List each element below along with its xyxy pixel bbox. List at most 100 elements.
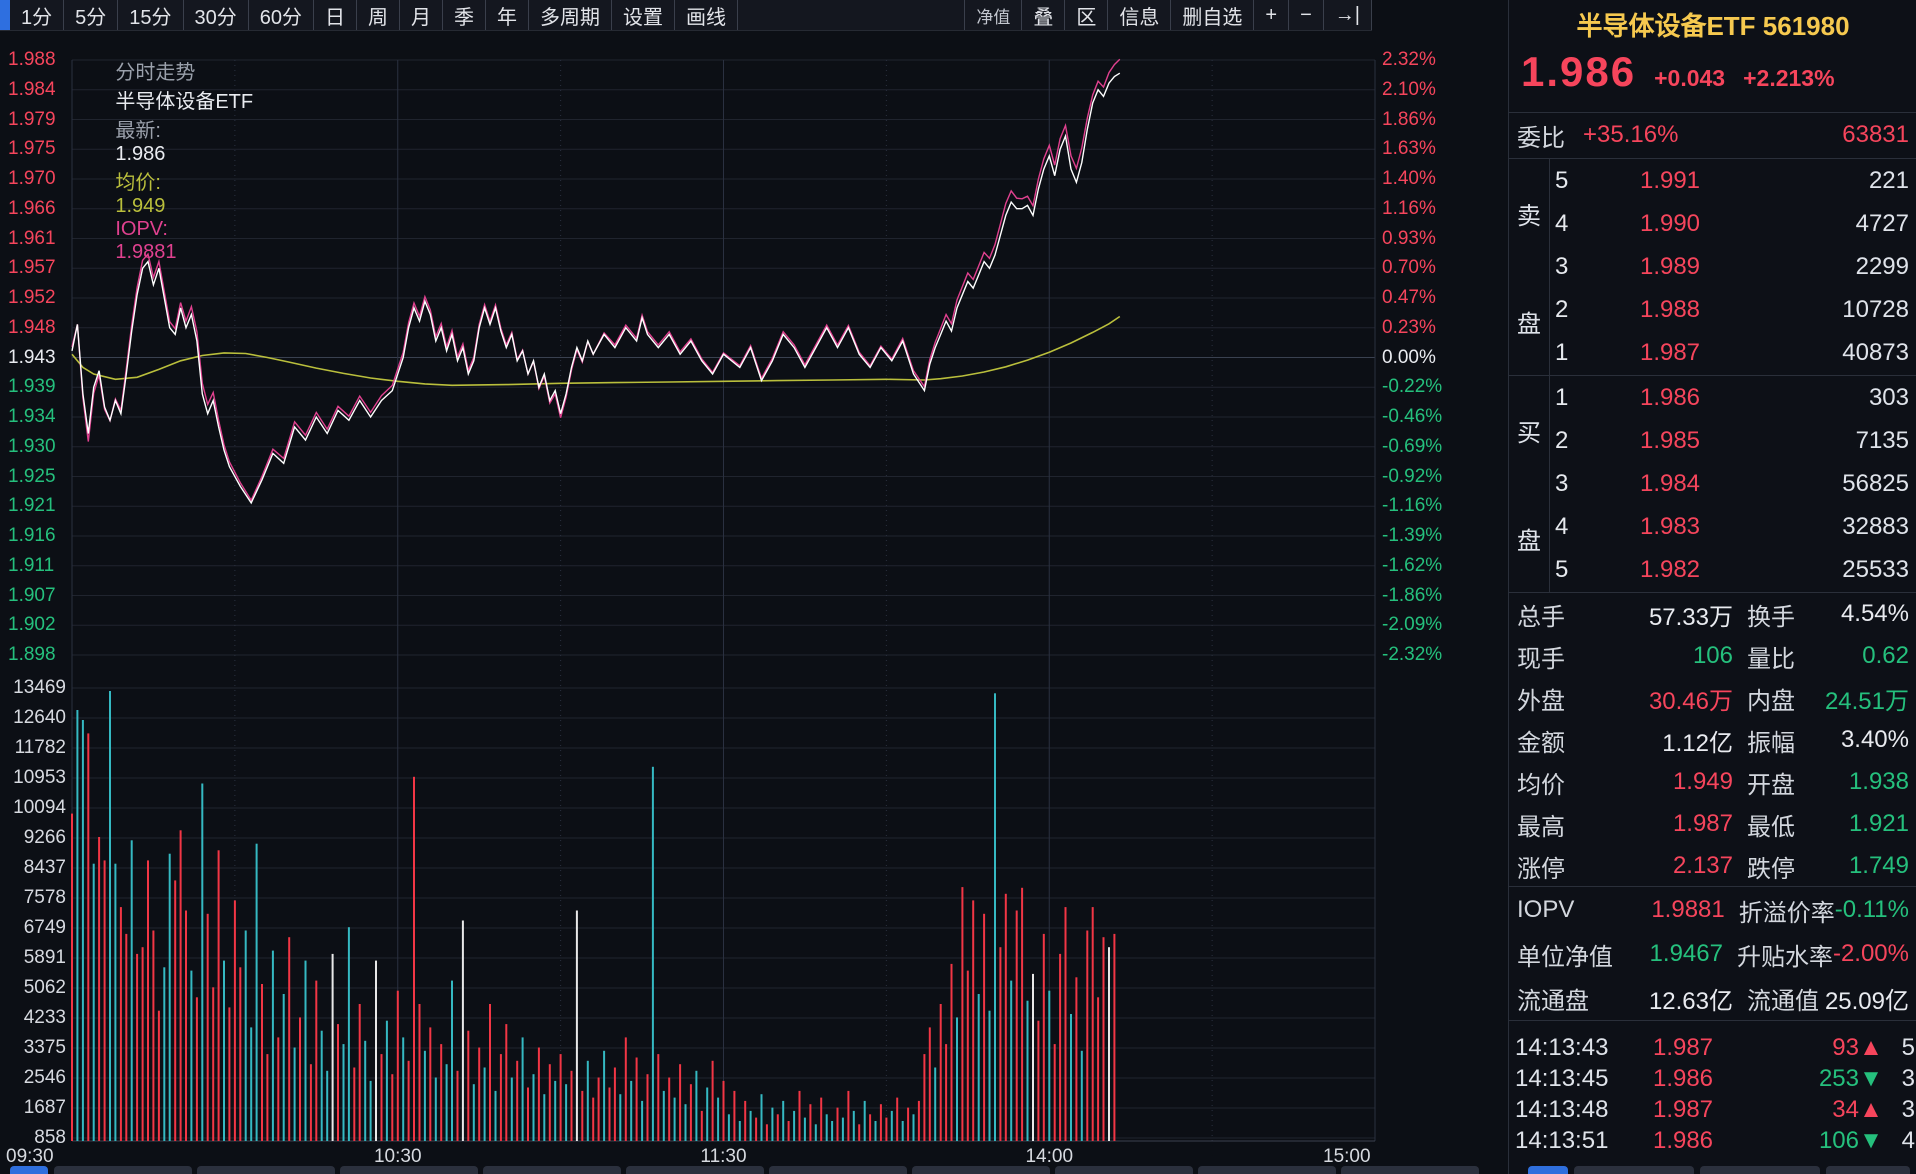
price-axis-label: 1.984	[8, 78, 56, 100]
tick-price: 1.986	[1652, 1064, 1714, 1092]
volume-axis-label: 7578	[23, 887, 66, 908]
level-price: 1.983	[1639, 513, 1701, 541]
toolbar-button-period-11[interactable]: 设置	[612, 0, 675, 30]
price-axis-label: 1.934	[8, 406, 56, 427]
up-arrow-icon: ▲	[1859, 1095, 1883, 1123]
symbol-title: 半导体设备ETF 561980	[1509, 6, 1916, 43]
chart-mode-label: 分时走势	[115, 62, 196, 84]
price-axis-label: 1.952	[8, 287, 56, 308]
volume-axis-label: 858	[34, 1127, 66, 1148]
level-volume: 303	[1868, 383, 1909, 411]
toolbar-button-period-4[interactable]: 60分	[249, 0, 314, 30]
level-number: 3	[1555, 252, 1569, 280]
toolbar-button-tool-1[interactable]: 叠	[1022, 0, 1066, 30]
bottom-tab-3[interactable]	[340, 1166, 478, 1174]
stat-value: 24.51万	[1824, 687, 1909, 715]
sell-label-char: 卖	[1517, 202, 1541, 230]
toolbar-button-period-1[interactable]: 5分	[64, 0, 119, 30]
pct-axis-label: -1.86%	[1382, 584, 1443, 606]
bottom-tab-0[interactable]	[10, 1166, 48, 1174]
stat-value: 1.12亿	[1662, 729, 1733, 757]
volume-axis-label: 2546	[23, 1067, 66, 1088]
level-volume: 7135	[1855, 426, 1909, 454]
toolbar-button-period-7[interactable]: 月	[400, 0, 443, 30]
tick-time: 14:13:45	[1515, 1064, 1609, 1092]
stat-value: 2.137	[1672, 852, 1733, 879]
bottom-tab-11[interactable]	[1528, 1166, 1568, 1174]
ask-level-row[interactable]: 5 1.991 221	[1509, 159, 1916, 202]
ask-level-row[interactable]: 1 1.987 40873	[1509, 332, 1916, 375]
toolbar-button-period-8[interactable]: 季	[443, 0, 486, 30]
weibi-diff: 63831	[1842, 121, 1909, 148]
toolbar-button-tool-7[interactable]: →|	[1324, 0, 1372, 30]
bottom-tab-9[interactable]	[1198, 1166, 1336, 1174]
tool-buttons: 净值叠区信息 删自选 + − →|	[964, 0, 1372, 30]
price-axis-label: 1.911	[8, 554, 55, 576]
bottom-tab-1[interactable]	[54, 1166, 192, 1174]
price-change-pct: +2.213%	[1743, 65, 1835, 91]
toolbar-button-period-10[interactable]: 多周期	[529, 0, 612, 30]
stat-label: 总手	[1517, 603, 1565, 631]
toolbar-button-period-2[interactable]: 15分	[118, 0, 184, 30]
stat-label: 开盘	[1747, 771, 1795, 799]
weibi-value: +35.16%	[1583, 121, 1679, 148]
toolbar-button-period-5[interactable]: 日	[314, 0, 357, 30]
ask-level-row[interactable]: 2 1.988 10728	[1509, 289, 1916, 332]
toolbar-button-period-0[interactable]: 1分	[10, 0, 65, 30]
toolbar-button-tool-3[interactable]: 信息	[1108, 0, 1172, 30]
bid-level-row[interactable]: 3 1.984 56825	[1509, 462, 1916, 505]
bid-level-row[interactable]: 5 1.982 25533	[1509, 549, 1916, 592]
pct-axis-label: 0.23%	[1382, 316, 1436, 338]
ask-level-row[interactable]: 3 1.989 2299	[1509, 245, 1916, 288]
bottom-tab-13[interactable]	[1700, 1166, 1820, 1174]
price-axis-label: 1.930	[8, 435, 56, 457]
bottom-tab-7[interactable]	[912, 1166, 1050, 1174]
stat-value: 1.938	[1848, 768, 1909, 795]
level-number: 5	[1555, 166, 1569, 194]
volume-axis-label: 12640	[13, 707, 66, 728]
bid-level-row[interactable]: 1 1.986 303	[1509, 376, 1916, 419]
toolbar-button-period-9[interactable]: 年	[486, 0, 529, 30]
bottom-tab-8[interactable]	[1055, 1166, 1193, 1174]
bottom-tab-6[interactable]	[769, 1166, 907, 1174]
ask-level-row[interactable]: 4 1.990 4727	[1509, 202, 1916, 245]
stat-label: 最低	[1747, 813, 1795, 841]
bid-level-row[interactable]: 2 1.985 7135	[1509, 419, 1916, 462]
ask-levels: 5 1.991 221 4 1.990 4727 3 1.989 2299 2 1.988 10728…	[1509, 159, 1916, 375]
bottom-tab-12[interactable]	[1574, 1166, 1694, 1174]
bottom-tab-10[interactable]	[1341, 1166, 1479, 1174]
bottom-tab-14[interactable]	[1826, 1166, 1910, 1174]
level-price: 1.987	[1639, 339, 1701, 367]
toolbar-button-period-12[interactable]: 画线	[675, 0, 738, 30]
pct-axis-label: 1.63%	[1382, 138, 1436, 160]
etf-stats-row: 单位净值 1.9467 升贴水率 -2.00%	[1509, 932, 1916, 976]
level-volume: 221	[1868, 166, 1909, 194]
stat-value: 4.54%	[1840, 600, 1909, 627]
toolbar-button-tool-2[interactable]: 区	[1065, 0, 1109, 30]
toolbar-button-period-6[interactable]: 周	[357, 0, 400, 30]
toolbar-button-tool-0[interactable]: 净值	[964, 0, 1023, 30]
stat-value: 25.09亿	[1824, 987, 1909, 1015]
level-volume: 4727	[1855, 209, 1909, 237]
toolbar-button-tool-4[interactable]: 删自选	[1171, 0, 1255, 30]
bottom-tab-2[interactable]	[197, 1166, 335, 1174]
stat-value: 1.9881	[1651, 896, 1725, 923]
tick-count: 5	[1901, 1033, 1915, 1061]
tick-volume: 93	[1832, 1033, 1859, 1061]
stat-label: 流通值	[1747, 987, 1819, 1015]
stat-value: 3.40%	[1840, 726, 1909, 753]
chart-symbol-name: 半导体设备ETF	[115, 91, 254, 113]
level-number: 3	[1555, 469, 1569, 497]
toolbar-button-tool-5[interactable]: +	[1254, 0, 1290, 30]
bottom-tab-5[interactable]	[626, 1166, 764, 1174]
bottom-tab-4[interactable]	[483, 1166, 621, 1174]
toolbar-button-period-3[interactable]: 30分	[184, 0, 249, 30]
bid-level-row[interactable]: 4 1.983 32883	[1509, 506, 1916, 549]
price-change: +0.043	[1654, 65, 1726, 91]
level-price: 1.985	[1639, 426, 1701, 454]
time-axis-label: 11:30	[700, 1146, 747, 1167]
price-axis-label: 1.943	[8, 346, 56, 368]
toolbar-button-tool-6[interactable]: −	[1289, 0, 1324, 30]
level-price: 1.988	[1639, 296, 1701, 324]
